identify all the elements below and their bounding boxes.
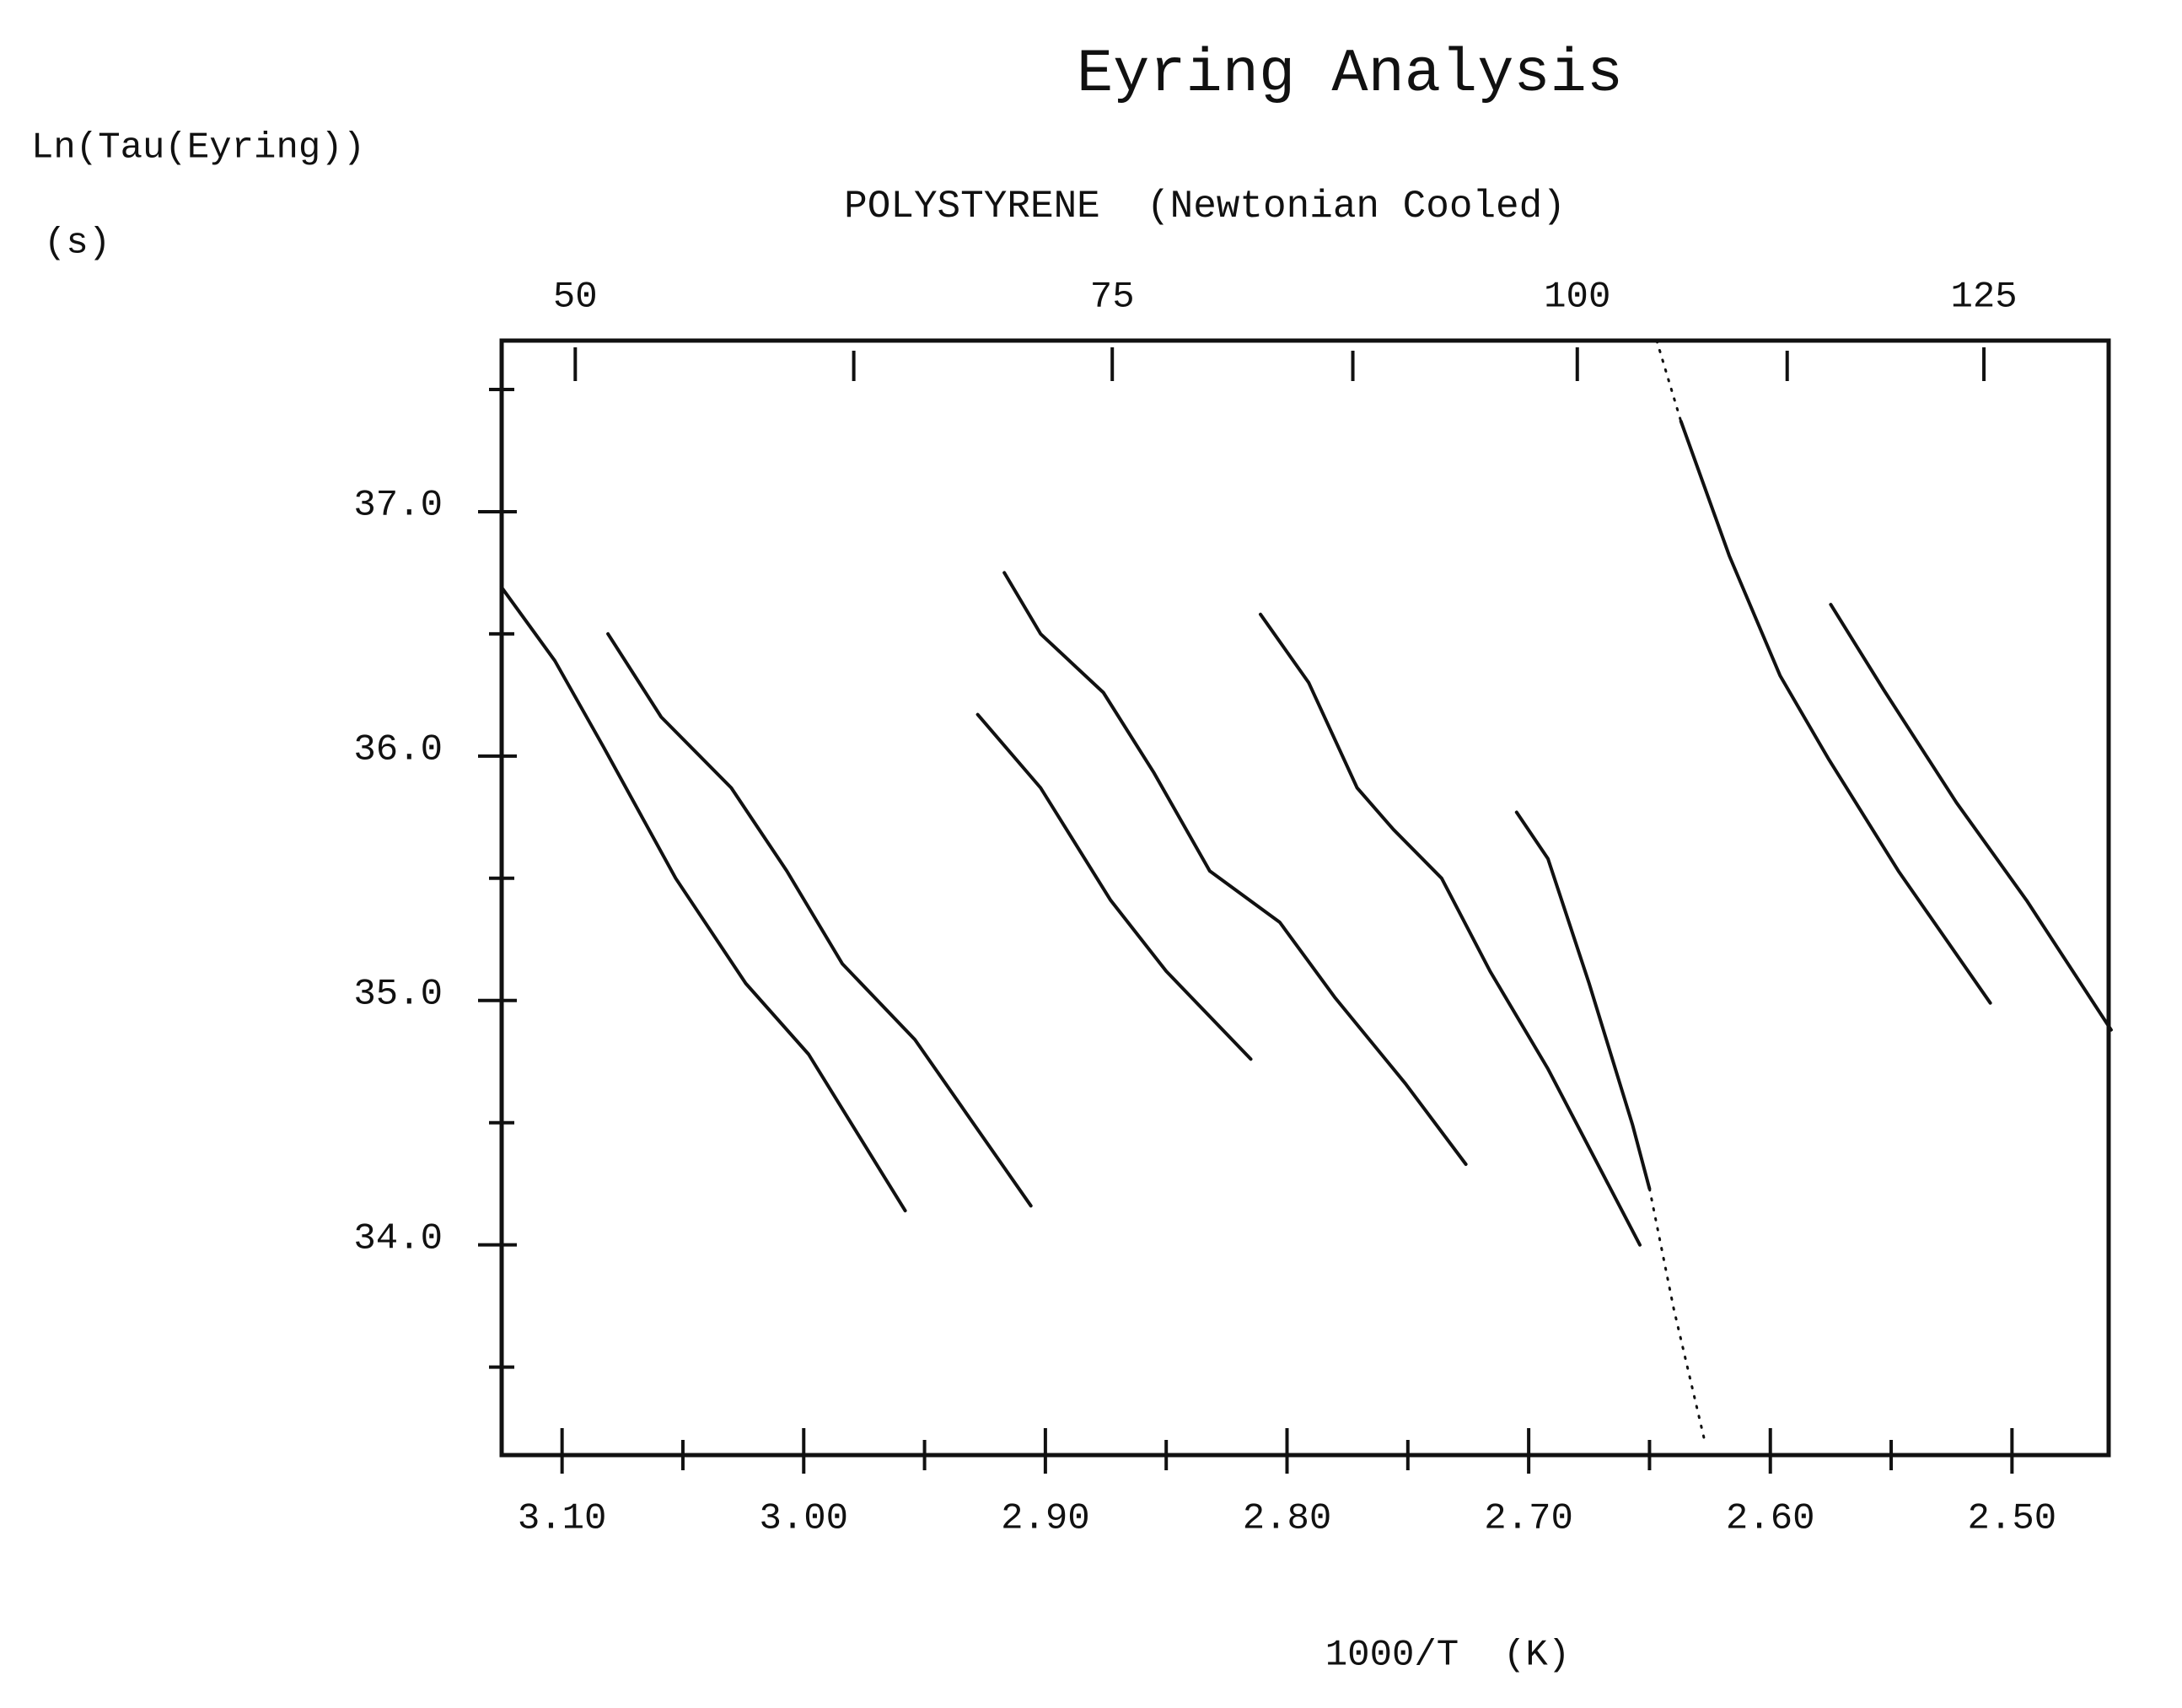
x-tick-label: 2.90 (1001, 1498, 1090, 1540)
x-tick-label: 2.60 (1726, 1498, 1815, 1540)
series-line (1647, 1187, 1706, 1444)
series-line (1655, 339, 1683, 423)
series-line (1002, 571, 1468, 1166)
x-axis-label: 1000/T (K) (1325, 1635, 1570, 1677)
x-tick-label: 3.00 (759, 1498, 848, 1540)
y-tick-label: 34.0 (353, 1217, 443, 1260)
x2-tick-label: 125 (1950, 277, 2017, 319)
x2-tick-label: 75 (1090, 277, 1135, 319)
series-line (1259, 612, 1642, 1247)
x-tick-label: 2.50 (1968, 1498, 2057, 1540)
chart-subtitle: POLYSTYRENE (Newtonian Cooled) (844, 185, 1566, 228)
x2-tick-label: 100 (1544, 277, 1610, 319)
series-line (1514, 810, 1652, 1190)
y-tick-label: 37.0 (353, 485, 443, 527)
x-tick-label: 3.10 (518, 1498, 607, 1540)
y-tick-label: 35.0 (353, 973, 443, 1015)
chart-title: Eyring Analysis (1077, 40, 1623, 109)
series-line (606, 631, 1033, 1208)
x-tick-label: 2.70 (1484, 1498, 1573, 1540)
series-line (1829, 603, 2113, 1032)
y-tick-label: 36.0 (353, 728, 443, 771)
y-axis-unit: (s) (44, 223, 110, 265)
series-line (1679, 419, 1992, 1005)
x-tick-label: 2.80 (1243, 1498, 1332, 1540)
x2-tick-label: 50 (553, 277, 598, 319)
series-line (500, 585, 907, 1213)
y-axis-label: Ln(Tau(Eyring)) (31, 127, 365, 169)
series-line (975, 712, 1253, 1061)
plot-frame (499, 338, 2111, 1458)
